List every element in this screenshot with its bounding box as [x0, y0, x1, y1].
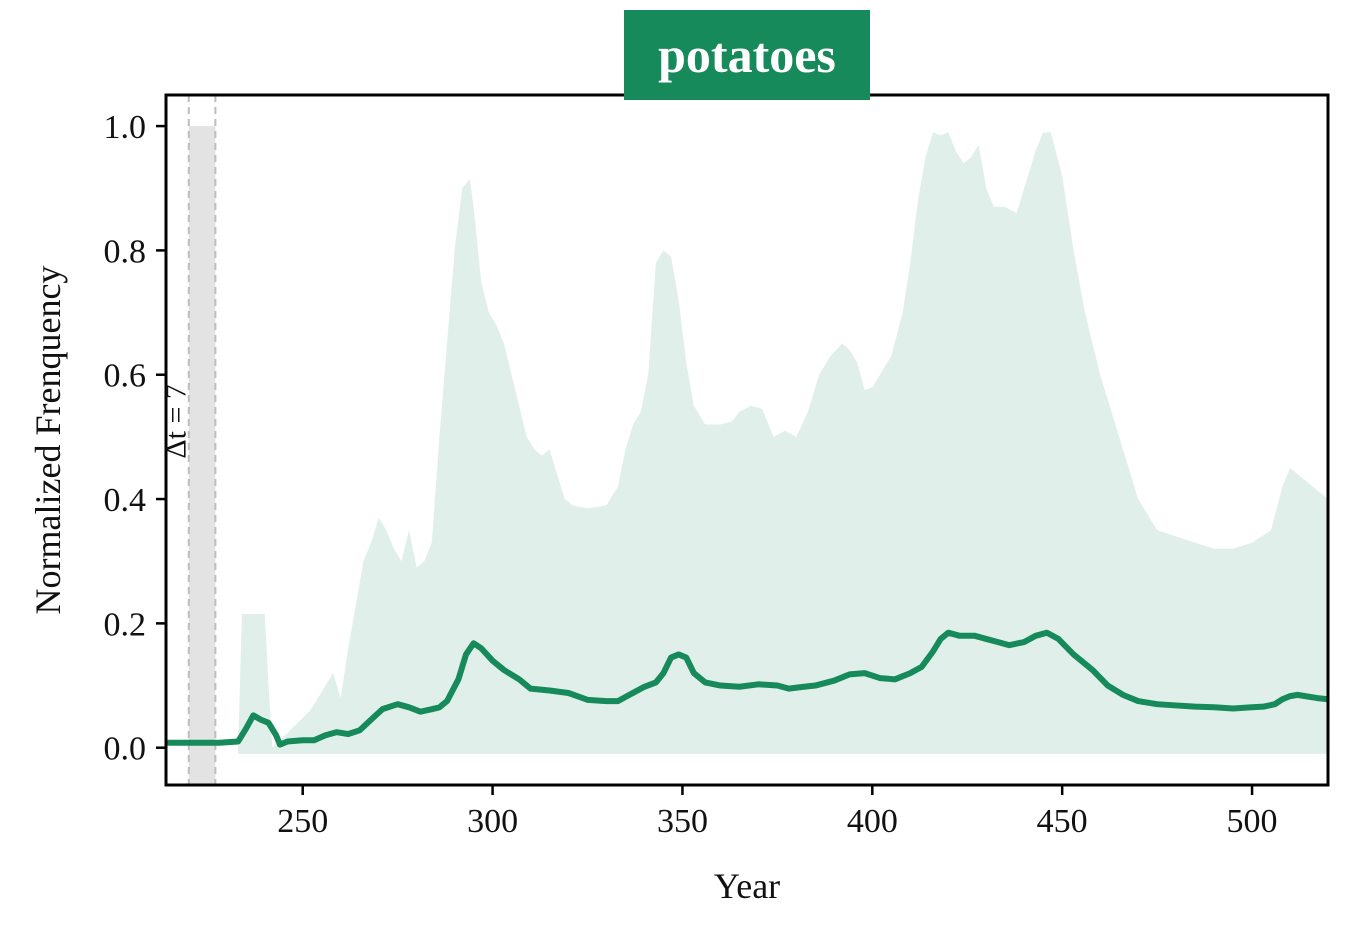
x-tick-label: 500	[1227, 803, 1278, 840]
plot-area	[166, 95, 1328, 785]
x-axis-label: Year	[714, 866, 780, 906]
mean-line	[166, 629, 1328, 748]
title-background	[624, 10, 870, 100]
window-shade	[188, 126, 216, 785]
x-tick-label: 300	[467, 803, 518, 840]
x-tick-label: 250	[277, 803, 328, 840]
y-tick-label: 1.0	[104, 109, 147, 146]
x-tick-label: 350	[657, 803, 708, 840]
y-tick-label: 0.6	[104, 358, 147, 395]
upper-band-area	[238, 132, 1328, 754]
x-tick-label: 450	[1037, 803, 1088, 840]
axes: 250 300 350 400 450 500 0.0 0.2 0.4 0.6 0.8 1.0	[104, 109, 1278, 840]
x-tick-label: 400	[847, 803, 898, 840]
y-tick-label: 0.4	[104, 482, 147, 519]
window-label: Δt = 7	[160, 384, 193, 459]
y-tick-label: 0.0	[104, 731, 147, 768]
y-tick-label: 0.2	[104, 606, 147, 643]
chart-title: potatoes	[658, 27, 836, 83]
y-axis-label: Normalized Frenquency	[28, 266, 68, 615]
y-tick-label: 0.8	[104, 233, 147, 270]
